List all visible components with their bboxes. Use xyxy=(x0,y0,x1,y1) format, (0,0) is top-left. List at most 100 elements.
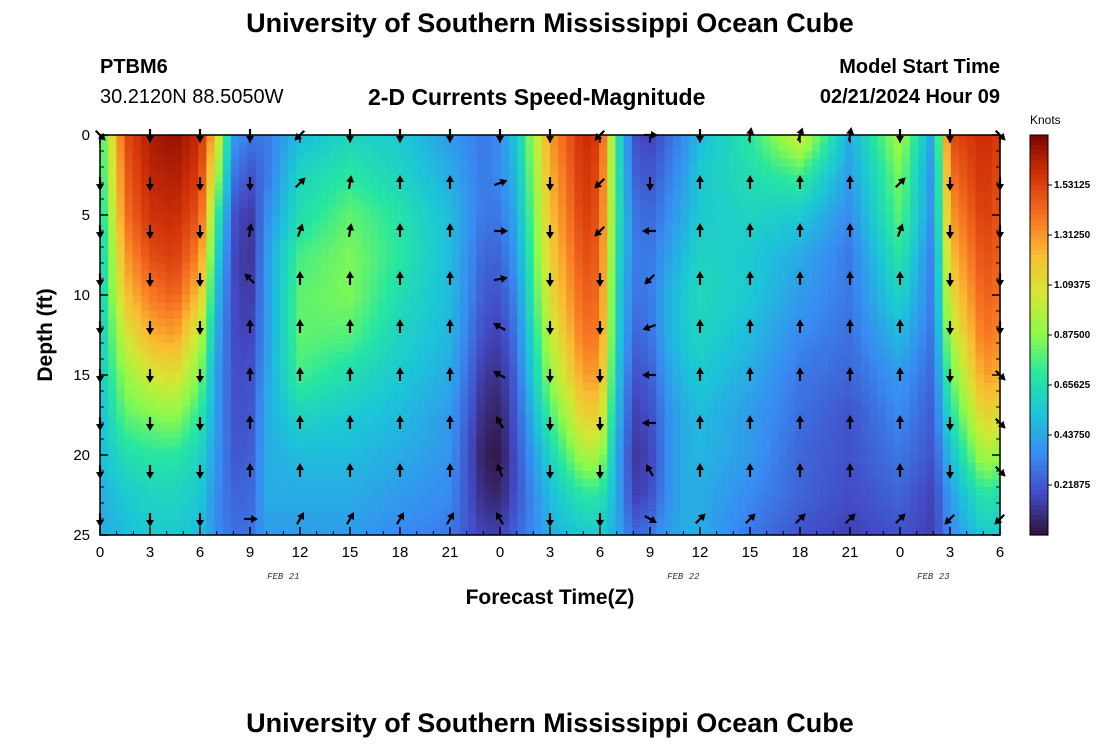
heat-cell xyxy=(640,183,649,192)
heat-cell xyxy=(550,447,559,456)
heat-cell xyxy=(885,295,895,304)
heat-cell xyxy=(100,391,109,400)
heat-cell xyxy=(680,271,690,280)
heat-cell xyxy=(558,439,567,448)
heat-cell xyxy=(476,255,486,264)
heat-cell xyxy=(860,239,870,248)
heat-cell xyxy=(247,167,257,176)
heat-cell xyxy=(582,407,592,416)
heat-cell xyxy=(762,423,772,432)
heat-cell xyxy=(386,191,396,200)
heat-cell xyxy=(558,311,567,320)
heat-cell xyxy=(828,143,837,152)
heat-cell xyxy=(435,471,445,480)
heat-cell xyxy=(329,159,338,168)
heat-cell xyxy=(443,191,453,200)
heat-cell xyxy=(427,407,437,416)
heat-cell xyxy=(787,151,797,160)
heat-cell xyxy=(648,407,657,416)
heat-cell xyxy=(574,255,584,264)
heat-cell xyxy=(550,239,559,248)
heat-cell xyxy=(893,295,903,304)
heat-cell xyxy=(492,255,502,264)
heat-cell xyxy=(108,391,117,400)
heat-cell xyxy=(738,415,747,424)
heat-cell xyxy=(173,495,183,504)
heat-cell xyxy=(860,231,870,240)
heat-cell xyxy=(550,207,559,216)
heat-cell xyxy=(239,303,248,312)
heat-cell xyxy=(828,327,837,336)
heat-cell xyxy=(517,367,527,376)
heat-cell xyxy=(214,479,224,488)
heat-cell xyxy=(852,311,862,320)
heat-cell xyxy=(214,167,224,176)
heat-cell xyxy=(271,199,281,208)
heat-cell xyxy=(345,479,355,488)
heat-cell xyxy=(116,295,126,304)
heat-cell xyxy=(108,383,117,392)
heat-cell xyxy=(427,175,437,184)
heat-cell xyxy=(615,399,625,408)
heat-cell xyxy=(803,287,813,296)
heat-cell xyxy=(345,263,355,272)
heat-cell xyxy=(852,207,862,216)
heat-cell xyxy=(157,175,167,184)
heat-cell xyxy=(345,239,355,248)
heat-cell xyxy=(181,295,191,304)
heat-cell xyxy=(247,151,257,160)
heat-cell xyxy=(206,183,216,192)
heat-cell xyxy=(222,287,232,296)
heat-cell xyxy=(754,183,764,192)
heat-cell xyxy=(705,183,715,192)
heat-cell xyxy=(165,343,175,352)
heat-cell xyxy=(124,207,134,216)
heat-cell xyxy=(304,327,314,336)
heat-cell xyxy=(779,167,788,176)
heat-cell xyxy=(672,303,682,312)
heat-cell xyxy=(173,135,183,144)
heat-cell xyxy=(754,263,764,272)
heat-cell xyxy=(623,335,633,344)
heat-cell xyxy=(877,439,887,448)
heat-cell xyxy=(509,143,518,152)
heat-cell xyxy=(713,207,723,216)
heat-cell xyxy=(852,151,862,160)
heat-cell xyxy=(550,415,559,424)
heat-cell xyxy=(320,143,330,152)
heat-cell xyxy=(803,391,813,400)
heat-cell xyxy=(672,159,682,168)
heat-cell xyxy=(140,423,150,432)
heat-cell xyxy=(623,495,633,504)
heat-cell xyxy=(271,375,281,384)
heat-cell xyxy=(738,135,747,144)
heat-cell xyxy=(590,463,600,472)
heat-cell xyxy=(607,511,617,520)
heat-cell xyxy=(165,423,175,432)
heat-cell xyxy=(730,455,739,464)
heat-cell xyxy=(779,239,788,248)
heat-cell xyxy=(910,319,919,328)
heat-cell xyxy=(476,135,486,144)
heat-cell xyxy=(410,271,420,280)
heat-cell xyxy=(860,207,870,216)
heat-cell xyxy=(247,295,257,304)
heat-cell xyxy=(811,439,821,448)
heat-cell xyxy=(271,391,281,400)
heat-cell xyxy=(271,343,281,352)
heat-cell xyxy=(860,527,870,536)
heat-cell xyxy=(582,399,592,408)
heat-cell xyxy=(901,207,911,216)
heat-cell xyxy=(599,351,608,360)
heat-cell xyxy=(337,191,347,200)
heat-cell xyxy=(852,319,862,328)
heat-cell xyxy=(746,335,756,344)
heat-cell xyxy=(370,327,379,336)
heat-cell xyxy=(263,519,273,528)
heat-cell xyxy=(100,463,109,472)
heat-cell xyxy=(721,367,731,376)
heat-cell xyxy=(525,415,535,424)
heat-cell xyxy=(680,263,690,272)
heat-cell xyxy=(648,159,657,168)
heat-cell xyxy=(288,287,297,296)
